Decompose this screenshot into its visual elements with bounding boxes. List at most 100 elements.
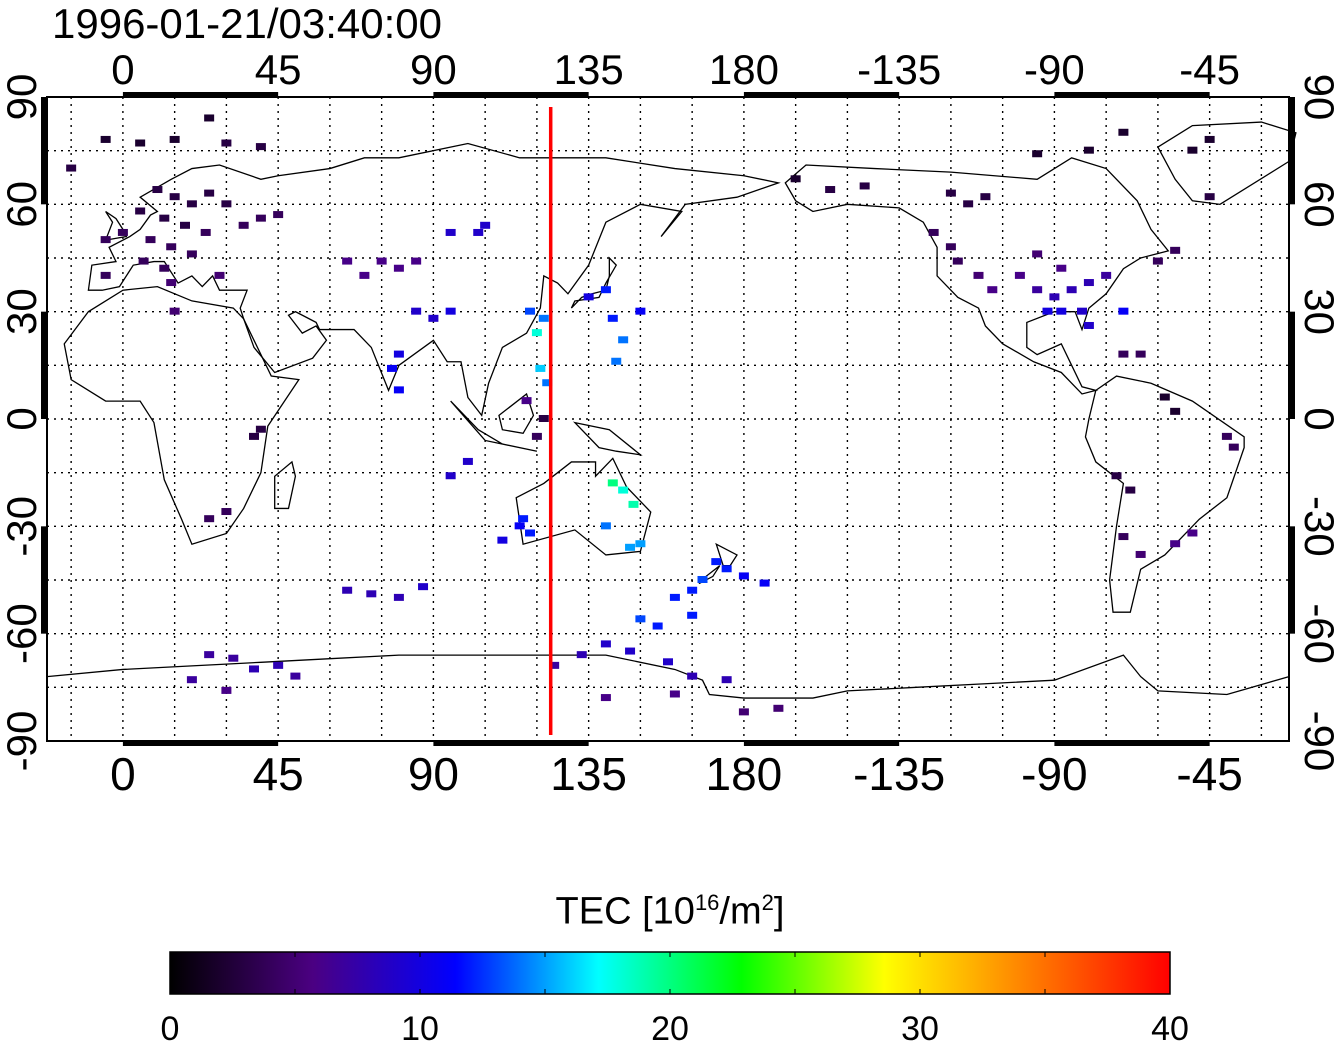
top-bar-segment xyxy=(743,92,900,98)
tec-point xyxy=(625,647,636,655)
tec-point xyxy=(980,193,991,201)
tec-point xyxy=(525,307,535,315)
tec-point xyxy=(166,279,177,287)
tec-point xyxy=(1056,307,1067,315)
tec-point xyxy=(180,221,190,229)
bottom-bar-segment xyxy=(433,740,589,746)
coast-madagascar xyxy=(274,460,297,510)
tec-point xyxy=(166,243,177,251)
tec-point xyxy=(1187,146,1198,154)
tec-point xyxy=(135,207,146,215)
colorbar-title: TEC [1016/m2] xyxy=(0,890,1340,934)
tec-point xyxy=(1042,307,1053,315)
timestamp-title: 1996-01-21/03:40:00 xyxy=(52,0,442,47)
tec-point xyxy=(1118,533,1129,541)
lon-tick-top: 180 xyxy=(709,46,779,93)
tec-point xyxy=(411,257,422,265)
lat-tick-left: -90 xyxy=(0,711,45,772)
tec-point xyxy=(66,164,77,172)
tec-point xyxy=(359,271,370,279)
lon-tick-top: -135 xyxy=(857,46,941,93)
tec-data-points xyxy=(66,114,1239,716)
lat-tick-left: 0 xyxy=(0,407,45,430)
left-bar-segment xyxy=(41,97,47,205)
colorbar: 0 10 20 30 40 xyxy=(161,951,1189,1042)
tec-point xyxy=(790,175,801,183)
lon-tick-top: -45 xyxy=(1179,46,1240,93)
left-bar-segment xyxy=(41,311,47,419)
lon-tick-bottom: 135 xyxy=(550,748,627,800)
tec-point xyxy=(635,307,646,315)
tec-point xyxy=(200,228,211,236)
colorbar-title-exp2: 2 xyxy=(761,890,774,915)
colorbar-tick-label: 10 xyxy=(401,1010,439,1042)
tec-point xyxy=(1170,540,1181,548)
lon-tick-bottom: 90 xyxy=(408,748,459,800)
tec-point xyxy=(600,286,611,294)
tec-point xyxy=(538,314,549,322)
tec-point xyxy=(186,200,197,208)
tec-point xyxy=(204,651,215,659)
coast-greenland xyxy=(1157,121,1297,206)
coast-europe xyxy=(87,142,781,417)
lon-tick-bottom: -90 xyxy=(1021,748,1087,800)
tec-point xyxy=(1111,472,1122,480)
tec-point xyxy=(963,200,974,208)
tec-point xyxy=(1159,393,1170,401)
tec-point xyxy=(773,704,784,712)
tec-point xyxy=(214,271,225,279)
tec-point xyxy=(1014,271,1025,279)
coast-samerica xyxy=(1084,375,1245,613)
tec-point xyxy=(255,143,266,151)
tec-point xyxy=(1077,307,1087,315)
tec-point xyxy=(169,307,180,315)
right-bar-segment xyxy=(1289,311,1295,419)
lon-tick-top: -90 xyxy=(1024,46,1085,93)
tec-point xyxy=(204,114,215,122)
colorbar-tick-label: 0 xyxy=(161,1010,180,1042)
lat-tick-right: 30 xyxy=(1296,288,1340,335)
tec-point xyxy=(228,654,239,662)
tec-point xyxy=(669,593,680,601)
tec-point xyxy=(273,661,284,669)
top-bar-segment xyxy=(1054,92,1210,98)
axis-tick-labels: 0 45 90 135 180 -135 -90 -45 0 45 90 135 180 -135 -90 -… xyxy=(0,46,1340,800)
tec-point xyxy=(549,661,560,669)
lon-tick-bottom: -135 xyxy=(853,748,945,800)
coast-nz2 xyxy=(698,565,721,585)
colorbar-tick-label: 30 xyxy=(901,1010,939,1042)
lon-tick-top: 135 xyxy=(554,46,624,93)
lat-tick-right: -30 xyxy=(1296,496,1340,557)
tec-point xyxy=(249,665,259,673)
coast-namerica xyxy=(784,157,1170,395)
coastlines xyxy=(46,121,1297,699)
tec-point xyxy=(669,690,680,698)
tec-point xyxy=(221,686,232,694)
tec-point xyxy=(1032,286,1043,294)
tec-point xyxy=(117,228,128,236)
tec-point xyxy=(100,236,111,244)
tec-point xyxy=(576,651,587,659)
tec-point xyxy=(625,543,636,551)
tec-point xyxy=(825,186,836,194)
tec-point xyxy=(514,522,525,530)
tec-point xyxy=(393,264,404,272)
tec-point xyxy=(721,565,732,573)
tec-point xyxy=(611,357,622,365)
tec-point xyxy=(1170,407,1181,415)
tec-point xyxy=(497,536,508,544)
tec-point xyxy=(600,640,611,648)
tec-point xyxy=(859,182,870,190)
tec-point xyxy=(255,214,266,222)
tec-point xyxy=(618,486,629,494)
map-grid xyxy=(47,97,1289,741)
lon-tick-bottom: 180 xyxy=(706,748,783,800)
tec-point xyxy=(759,579,770,587)
bottom-bar-segment xyxy=(122,740,279,746)
tec-point xyxy=(445,307,456,315)
tec-point xyxy=(376,257,387,265)
lon-tick-top: 90 xyxy=(410,46,457,93)
tec-point xyxy=(1152,257,1163,265)
lat-tick-left: 30 xyxy=(0,288,45,335)
lon-tick-top: 45 xyxy=(255,46,302,93)
